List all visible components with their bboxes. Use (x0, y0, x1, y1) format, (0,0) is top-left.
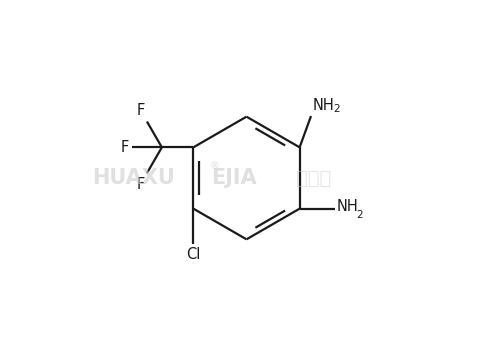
Text: ®: ® (210, 161, 219, 171)
Text: EJIA: EJIA (211, 168, 257, 188)
Text: Cl: Cl (186, 246, 201, 262)
Text: F: F (121, 140, 129, 155)
Text: 2: 2 (333, 104, 340, 114)
Text: HUAXU: HUAXU (92, 168, 175, 188)
Text: F: F (137, 103, 145, 118)
Text: 2: 2 (357, 210, 364, 220)
Text: 化学加: 化学加 (296, 168, 331, 188)
Text: F: F (137, 177, 145, 192)
Text: NH: NH (336, 199, 358, 214)
Text: NH: NH (313, 98, 334, 113)
